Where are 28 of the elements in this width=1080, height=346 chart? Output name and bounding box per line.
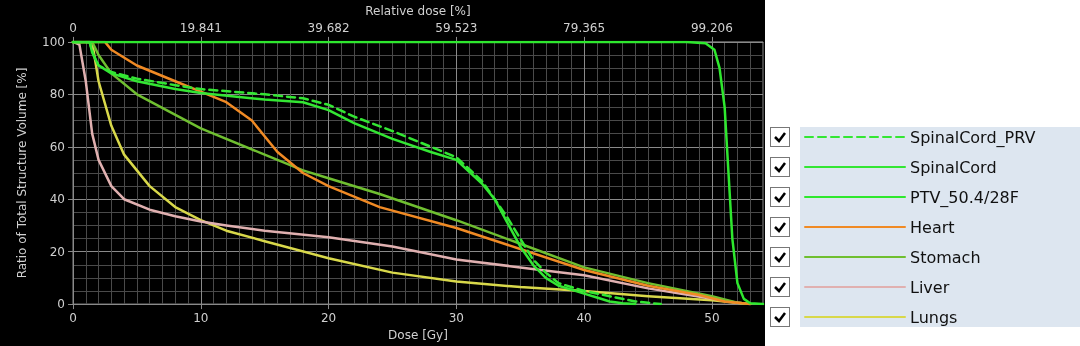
x2-tick-label: 99.206 (690, 20, 733, 35)
text: Liver (910, 277, 950, 297)
y-tick-label: 80 (49, 87, 65, 102)
y-tick-label: 0 (57, 297, 65, 312)
x2-axis-title: Relative dose [%] (365, 4, 471, 18)
x2-tick-label: 0 (69, 20, 77, 35)
x-tick-label: 30 (448, 311, 464, 326)
text: SpinalCord (910, 157, 997, 177)
x-tick-label: 20 (320, 311, 337, 326)
x-tick-label: 0 (69, 311, 77, 326)
x-tick-label: 50 (704, 311, 720, 326)
text: Heart (910, 217, 955, 237)
x2-tick-label: 19.841 (179, 20, 222, 35)
x-tick-label: 40 (576, 311, 592, 326)
text: SpinalCord_PRV (910, 127, 1036, 148)
y-tick-label: 20 (49, 244, 65, 259)
x2-tick-label: 39.682 (307, 20, 350, 35)
x-axis-title: Dose [Gy] (388, 328, 448, 342)
y-tick-label: 40 (49, 192, 65, 207)
text: Lungs (910, 307, 958, 327)
y-axis-title: Ratio of Total Structure Volume [%] (15, 67, 29, 279)
x2-tick-label: 79.365 (563, 20, 606, 35)
text: Stomach (910, 247, 981, 267)
x-tick-label: 10 (193, 311, 209, 326)
y-tick-label: 60 (49, 139, 65, 154)
y-tick-label: 100 (42, 34, 65, 49)
text: PTV_50.4/28F (910, 187, 1019, 208)
x2-tick-label: 59.523 (435, 20, 478, 35)
